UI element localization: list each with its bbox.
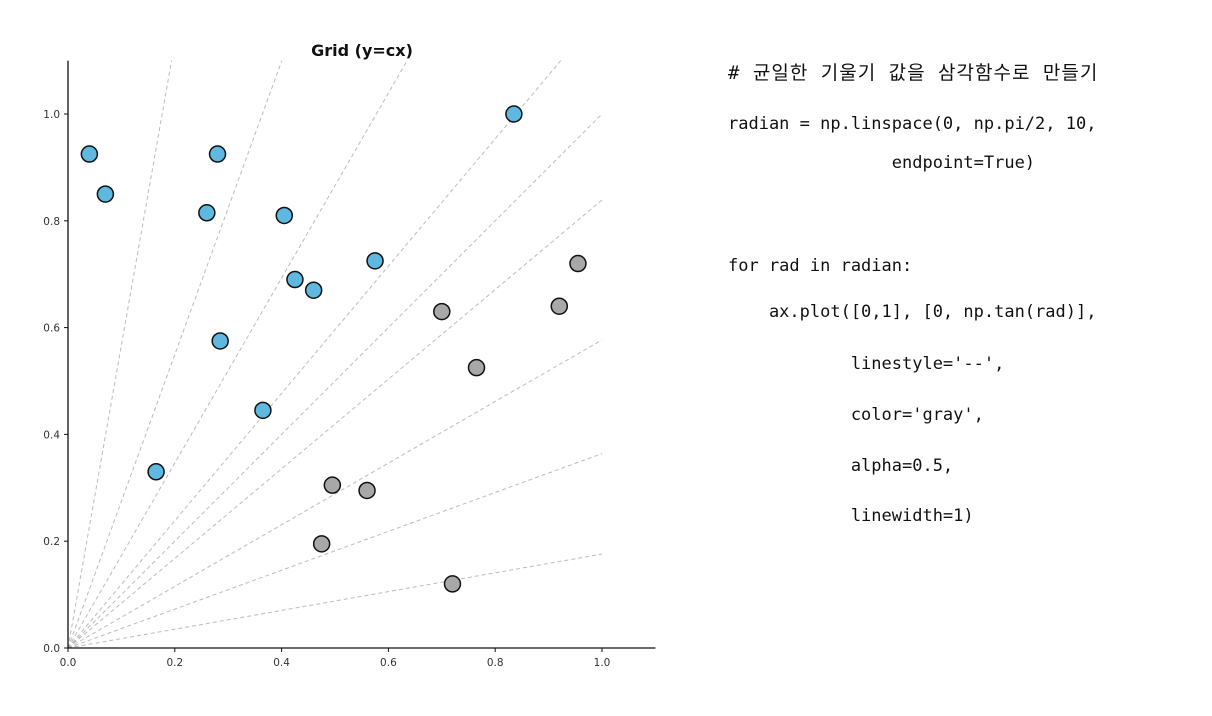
code-line-6: color='gray', [728, 405, 984, 425]
reference-line-5 [67, 113, 603, 649]
axes [67, 60, 656, 649]
point-s0-9 [254, 401, 272, 420]
point-s0-2 [208, 145, 227, 163]
point-s0-7 [366, 252, 384, 270]
data-points [80, 105, 587, 593]
point-s0-3 [198, 204, 216, 222]
point-s1-2 [433, 302, 451, 321]
code-line-7: alpha=0.5, [728, 456, 954, 476]
point-s1-3 [467, 358, 486, 377]
scatter-chart: 0.0 0.2 0.4 0.6 0.8 1.0 0.0 0.2 0.4 0.6 0.8 1.0 Gri… [43, 41, 656, 669]
y-tick-label-1: 0.2 [43, 536, 60, 548]
point-s0-10 [147, 463, 165, 481]
code-line-5: linestyle='--', [728, 354, 1005, 374]
point-s1-7 [443, 575, 462, 593]
y-tick-label-3: 0.6 [43, 323, 60, 335]
ticks: 0.0 0.2 0.4 0.6 0.8 1.0 0.0 0.2 0.4 0.6 0.8 1.0 [43, 109, 610, 669]
code-line-4: ax.plot([0,1], [0, np.tan(rad)], [728, 302, 1097, 322]
chart-svg: 0.0 0.2 0.4 0.6 0.8 1.0 0.0 0.2 0.4 0.6 0.8 1.0 Gri… [43, 41, 656, 669]
code-line-1: radian = np.linspace(0, np.pi/2, 10, [728, 114, 1097, 134]
code-comment: # 균일한 기울기 값을 삼각함수로 만들기 [728, 62, 1099, 84]
y-tick-label-2: 0.4 [43, 429, 60, 441]
point-s1-0 [569, 254, 587, 273]
point-s0-8 [211, 332, 229, 350]
point-s1-5 [358, 481, 376, 500]
chart-title: Grid (y=cx) [311, 41, 413, 60]
code-line-3: for rad in radian: [728, 256, 913, 276]
point-s0-4 [275, 206, 294, 225]
point-s0-1 [96, 185, 115, 203]
point-s0-6 [304, 281, 323, 299]
reference-line-4 [67, 199, 603, 649]
reference-line-6 [67, 60, 562, 649]
x-tick-label-0: 0.0 [60, 657, 77, 669]
point-s0-5 [286, 270, 304, 289]
code-line-2: endpoint=True) [728, 153, 1036, 173]
point-s1-6 [312, 535, 331, 553]
x-tick-label-4: 0.8 [487, 657, 504, 669]
reference-line-7 [67, 60, 408, 649]
code-line-8: linewidth=1) [728, 506, 974, 526]
x-tick-label-1: 0.2 [166, 657, 183, 669]
x-tick-label-3: 0.6 [380, 657, 397, 669]
point-s0-11 [505, 105, 523, 123]
x-tick-label-2: 0.4 [273, 657, 290, 669]
reference-line-9 [67, 60, 173, 649]
reference-line-8 [67, 60, 283, 649]
reference-line-1 [67, 553, 603, 649]
point-s1-1 [550, 297, 569, 315]
y-tick-label-0: 0.0 [43, 643, 60, 655]
point-s0-0 [80, 145, 99, 163]
reference-lines [67, 60, 603, 649]
reference-line-2 [67, 453, 603, 649]
x-tick-label-5: 1.0 [594, 657, 611, 669]
y-tick-label-4: 0.8 [43, 216, 60, 228]
point-s1-4 [323, 476, 342, 494]
reference-line-3 [67, 339, 603, 649]
y-tick-label-5: 1.0 [43, 109, 60, 121]
